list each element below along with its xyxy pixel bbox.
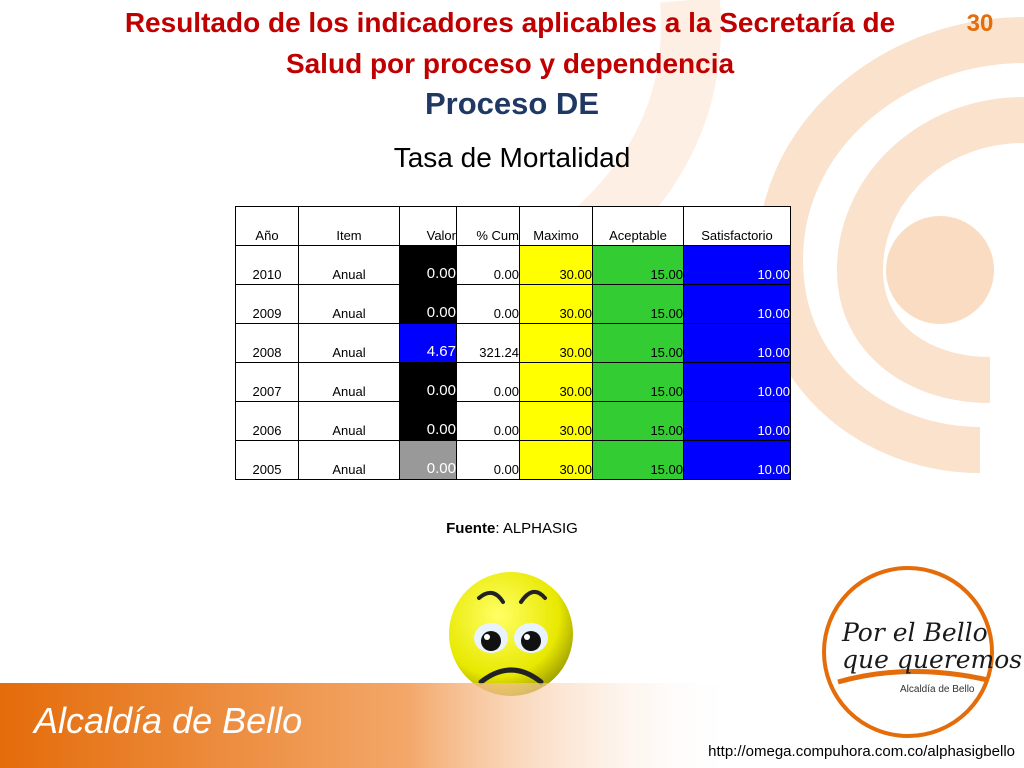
cell-year: 2010 bbox=[235, 245, 299, 285]
cell-item: Anual bbox=[298, 440, 400, 480]
column-header: Aceptable bbox=[592, 206, 684, 246]
table-row: 2007 Anual 0.00 0.00 30.00 15.00 10.00 bbox=[235, 362, 791, 402]
cell-satisfactorio: 10.00 bbox=[683, 362, 791, 402]
indicator-table: Año Item Valor % Cum Maximo Aceptable Sa… bbox=[235, 206, 791, 480]
page-title: Resultado de los indicadores aplicables … bbox=[90, 2, 930, 84]
cell-aceptable: 15.00 bbox=[592, 245, 684, 285]
column-header: % Cum bbox=[456, 206, 520, 246]
logo-slogan-line-2: que queremos bbox=[842, 645, 1023, 674]
cell-cum: 0.00 bbox=[456, 362, 520, 402]
cell-cum: 321.24 bbox=[456, 323, 520, 363]
cell-cum: 0.00 bbox=[456, 440, 520, 480]
cell-valor: 4.67 bbox=[399, 323, 457, 363]
cell-aceptable: 15.00 bbox=[592, 440, 684, 480]
table-row: 2005 Anual 0.00 0.00 30.00 15.00 10.00 bbox=[235, 440, 791, 480]
cell-valor: 0.00 bbox=[399, 245, 457, 285]
cell-valor: 0.00 bbox=[399, 284, 457, 324]
table-header-row: Año Item Valor % Cum Maximo Aceptable Sa… bbox=[235, 206, 791, 246]
cell-maximo: 30.00 bbox=[519, 284, 593, 324]
table-row: 2006 Anual 0.00 0.00 30.00 15.00 10.00 bbox=[235, 401, 791, 441]
column-header: Satisfactorio bbox=[683, 206, 791, 246]
cell-item: Anual bbox=[298, 284, 400, 324]
cell-satisfactorio: 10.00 bbox=[683, 440, 791, 480]
cell-valor: 0.00 bbox=[399, 362, 457, 402]
cell-satisfactorio: 10.00 bbox=[683, 323, 791, 363]
footer-org-name: Alcaldía de Bello bbox=[34, 700, 303, 741]
cell-valor: 0.00 bbox=[399, 401, 457, 441]
source-value: : ALPHASIG bbox=[495, 520, 578, 537]
cell-year: 2006 bbox=[235, 401, 299, 441]
table-row: 2010 Anual 0.00 0.00 30.00 15.00 10.00 bbox=[235, 245, 791, 285]
cell-item: Anual bbox=[298, 323, 400, 363]
cell-valor: 0.00 bbox=[399, 440, 457, 480]
cell-maximo: 30.00 bbox=[519, 401, 593, 441]
cell-maximo: 30.00 bbox=[519, 245, 593, 285]
cell-maximo: 30.00 bbox=[519, 440, 593, 480]
source-note: Fuente: ALPHASIG bbox=[380, 520, 644, 537]
cell-cum: 0.00 bbox=[456, 245, 520, 285]
column-header: Año bbox=[235, 206, 299, 246]
logo-slogan-line-1: Por el Bello bbox=[842, 618, 988, 647]
table-row: 2009 Anual 0.00 0.00 30.00 15.00 10.00 bbox=[235, 284, 791, 324]
cell-satisfactorio: 10.00 bbox=[683, 401, 791, 441]
column-header: Maximo bbox=[519, 206, 593, 246]
cell-maximo: 30.00 bbox=[519, 323, 593, 363]
cell-item: Anual bbox=[298, 401, 400, 441]
cell-satisfactorio: 10.00 bbox=[683, 245, 791, 285]
indicator-subtitle: Tasa de Mortalidad bbox=[393, 142, 631, 173]
source-label: Fuente bbox=[446, 520, 496, 537]
footer-bar bbox=[0, 683, 740, 768]
cell-satisfactorio: 10.00 bbox=[683, 284, 791, 324]
cell-aceptable: 15.00 bbox=[592, 323, 684, 363]
cell-item: Anual bbox=[298, 362, 400, 402]
cell-year: 2009 bbox=[235, 284, 299, 324]
footer-url-link[interactable]: http://omega.compuhora.com.co/alphasigbe… bbox=[708, 743, 1015, 760]
table-row: 2008 Anual 4.67 321.24 30.00 15.00 10.00 bbox=[235, 323, 791, 363]
cell-year: 2005 bbox=[235, 440, 299, 480]
cell-aceptable: 15.00 bbox=[592, 284, 684, 324]
cell-year: 2008 bbox=[235, 323, 299, 363]
cell-cum: 0.00 bbox=[456, 401, 520, 441]
process-heading: Proceso DE bbox=[424, 86, 599, 121]
cell-aceptable: 15.00 bbox=[592, 401, 684, 441]
title-line-1: Resultado de los indicadores aplicables … bbox=[124, 7, 896, 38]
cell-item: Anual bbox=[298, 245, 400, 285]
cell-year: 2007 bbox=[235, 362, 299, 402]
title-line-2: Salud por proceso y dependencia bbox=[285, 48, 735, 79]
page-number: 30 bbox=[966, 10, 994, 37]
sad-face-icon bbox=[441, 562, 582, 702]
cell-aceptable: 15.00 bbox=[592, 362, 684, 402]
column-header: Valor bbox=[399, 206, 457, 246]
cell-maximo: 30.00 bbox=[519, 362, 593, 402]
brand-logo-circle bbox=[822, 566, 994, 738]
logo-org-name: Alcaldía de Bello bbox=[900, 684, 975, 695]
cell-cum: 0.00 bbox=[456, 284, 520, 324]
column-header: Item bbox=[298, 206, 400, 246]
